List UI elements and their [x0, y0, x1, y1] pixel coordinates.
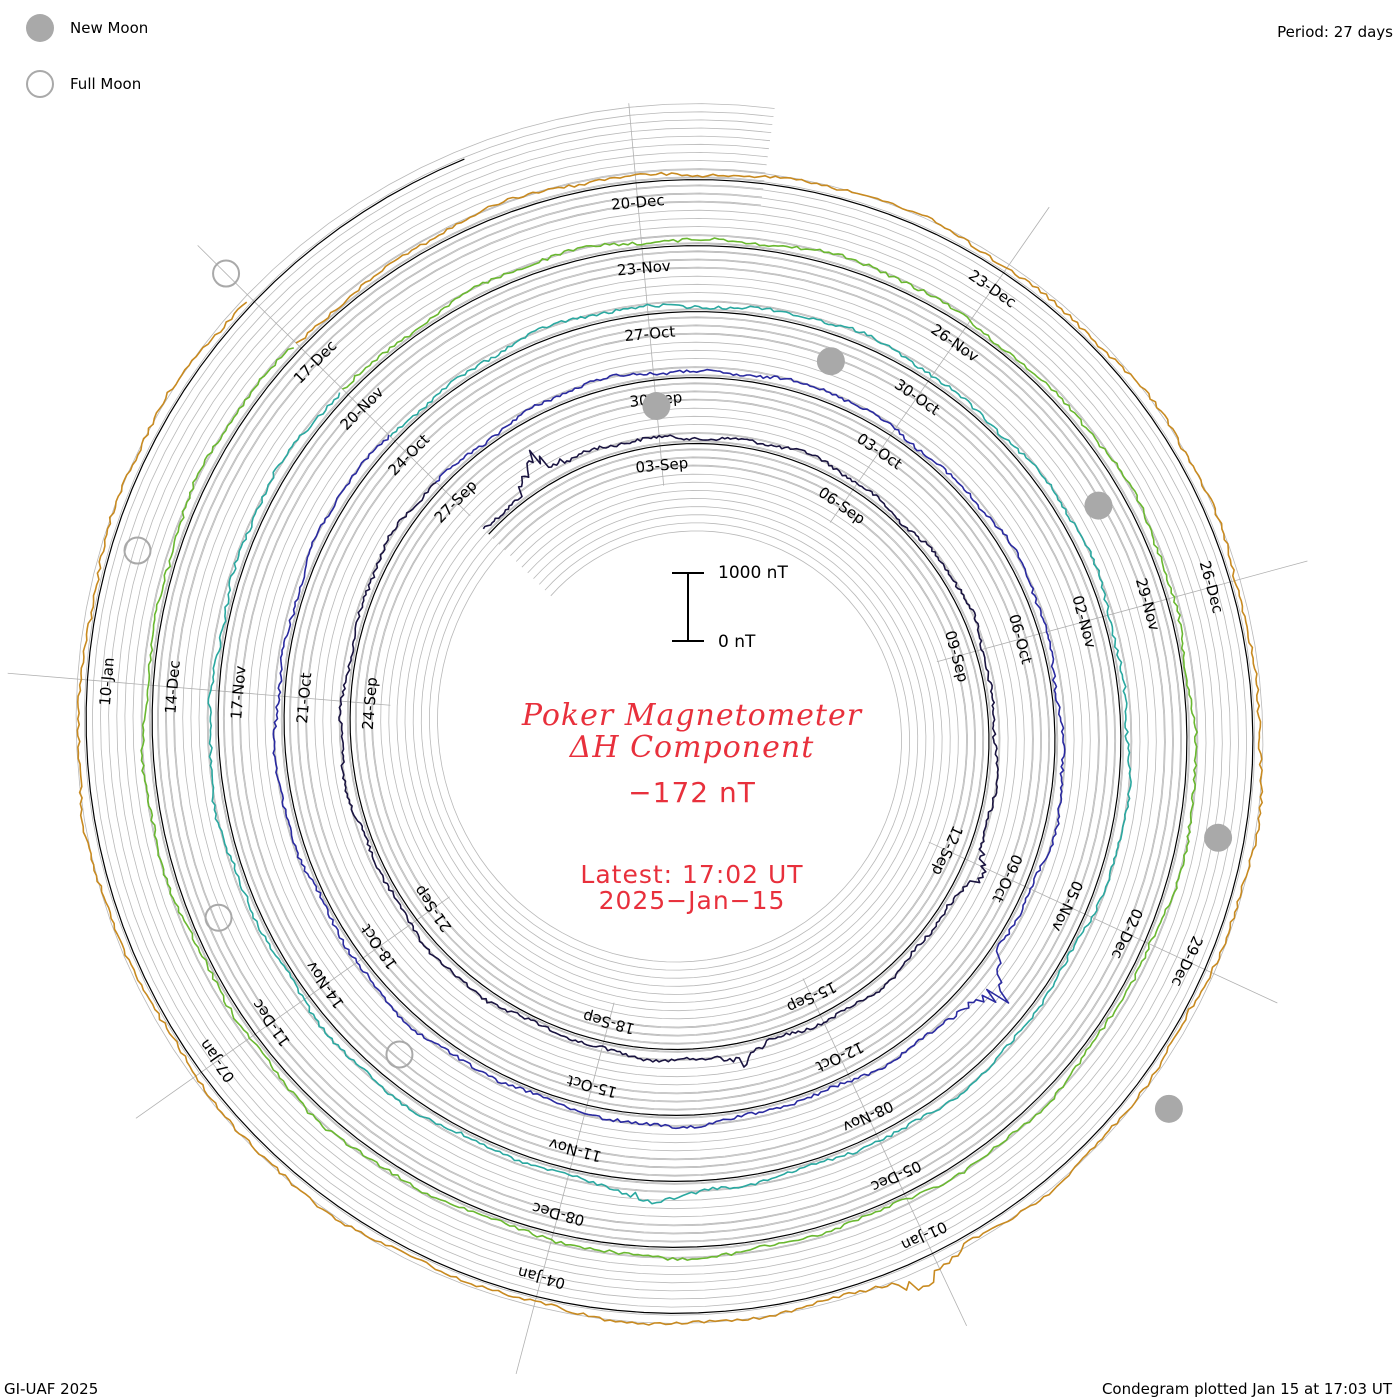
- grid-ring: [132, 160, 1207, 1267]
- date-label: 17-Nov: [227, 665, 249, 720]
- grid-radial: [7, 672, 391, 706]
- grid-ring: [124, 151, 1215, 1276]
- grid-radial: [928, 841, 1278, 1004]
- date-label: 20-Dec: [610, 191, 665, 214]
- trace-turn-4: [140, 237, 1198, 1261]
- legend-new-moon: New Moon: [26, 14, 148, 42]
- grid-ring: [108, 135, 1231, 1292]
- new-moon-marker: [816, 347, 845, 376]
- date-label: 04-Jan: [516, 1263, 567, 1293]
- date-label: 27-Oct: [624, 323, 676, 346]
- grid-ring: [165, 192, 1174, 1235]
- grid-ring: [148, 176, 1191, 1251]
- new-moon-label: New Moon: [70, 19, 149, 37]
- full-moon-marker: [212, 259, 241, 288]
- scale-top-label: 1000 nT: [718, 563, 788, 583]
- full-moon-marker: [204, 903, 233, 932]
- grid-radial: [829, 206, 1050, 523]
- new-moon-icon: [26, 14, 54, 42]
- grid-radial: [515, 1002, 615, 1375]
- grid-radial: [197, 245, 471, 517]
- date-label: 11-Nov: [547, 1134, 604, 1165]
- full-moon-icon: [26, 70, 54, 98]
- baseline-spiral: [85, 158, 1254, 1315]
- chart-grid: [7, 103, 1308, 1375]
- date-label: 15-Oct: [565, 1071, 619, 1101]
- new-moon-marker: [1154, 1094, 1183, 1123]
- date-label: 08-Dec: [530, 1198, 586, 1229]
- date-label: 10-Jan: [96, 657, 118, 707]
- trace-turn-3: [207, 303, 1132, 1205]
- grid-ring: [83, 111, 1256, 1316]
- latest-time: Latest: 17:02 UT: [580, 860, 804, 889]
- new-moon-marker: [1084, 491, 1113, 520]
- period-label: Period: 27 days: [1277, 23, 1393, 41]
- full-moon-marker: [385, 1040, 414, 1069]
- date-label: 03-Sep: [635, 454, 689, 477]
- new-moon-marker: [642, 392, 671, 421]
- grid-radial: [802, 978, 967, 1327]
- new-moon-marker: [1204, 823, 1233, 852]
- current-value: −172 nT: [628, 776, 756, 809]
- date-label: 18-Oct: [357, 921, 401, 973]
- trace-turn-5: [76, 171, 1264, 1326]
- date-label: 26-Dec: [1196, 559, 1227, 615]
- full-moon-label: Full Moon: [70, 75, 142, 93]
- date-label: 24-Sep: [359, 677, 381, 731]
- date-label: 21-Oct: [293, 672, 315, 724]
- full-moon-marker: [123, 536, 152, 565]
- footer-credit: GI-UAF 2025: [4, 1380, 99, 1398]
- date-label: 09-Sep: [941, 629, 972, 685]
- date-label: 18-Sep: [581, 1007, 637, 1038]
- grid-ring: [156, 184, 1183, 1243]
- date-label: 14-Dec: [161, 660, 183, 715]
- scale-bar: [672, 572, 704, 642]
- scale-bottom-label: 0 nT: [718, 632, 756, 652]
- footer-plotted: Condegram plotted Jan 15 at 17:03 UT: [1101, 1380, 1392, 1398]
- chart-moon-markers: [123, 259, 1233, 1123]
- grid-ring: [116, 143, 1223, 1284]
- grid-ring: [173, 200, 1166, 1227]
- date-label: 29-Nov: [1132, 576, 1164, 633]
- chart-traces: [76, 171, 1264, 1326]
- grid-ring: [75, 103, 1264, 1324]
- chart-title-line2: ΔH Component: [569, 730, 815, 765]
- date-label: 12-Oct: [813, 1038, 867, 1076]
- date-label: 07-Jan: [196, 1036, 239, 1086]
- latest-date: 2025−Jan−15: [598, 886, 786, 915]
- grid-radial: [135, 896, 450, 1119]
- grid-radial: [936, 560, 1308, 663]
- date-label: 29-Dec: [1168, 933, 1207, 989]
- legend-full-moon: Full Moon: [26, 70, 141, 98]
- grid-ring: [100, 127, 1239, 1300]
- trace-turn-1: [338, 434, 999, 1068]
- trace-turn-2: [272, 368, 1066, 1130]
- date-label: 23-Nov: [616, 257, 671, 280]
- grid-radial: [628, 103, 665, 486]
- grid-ring: [91, 119, 1248, 1308]
- date-label: 06-Oct: [1005, 612, 1036, 666]
- date-label: 02-Nov: [1068, 593, 1100, 650]
- chart-title-line1: Poker Magnetometer: [521, 698, 863, 733]
